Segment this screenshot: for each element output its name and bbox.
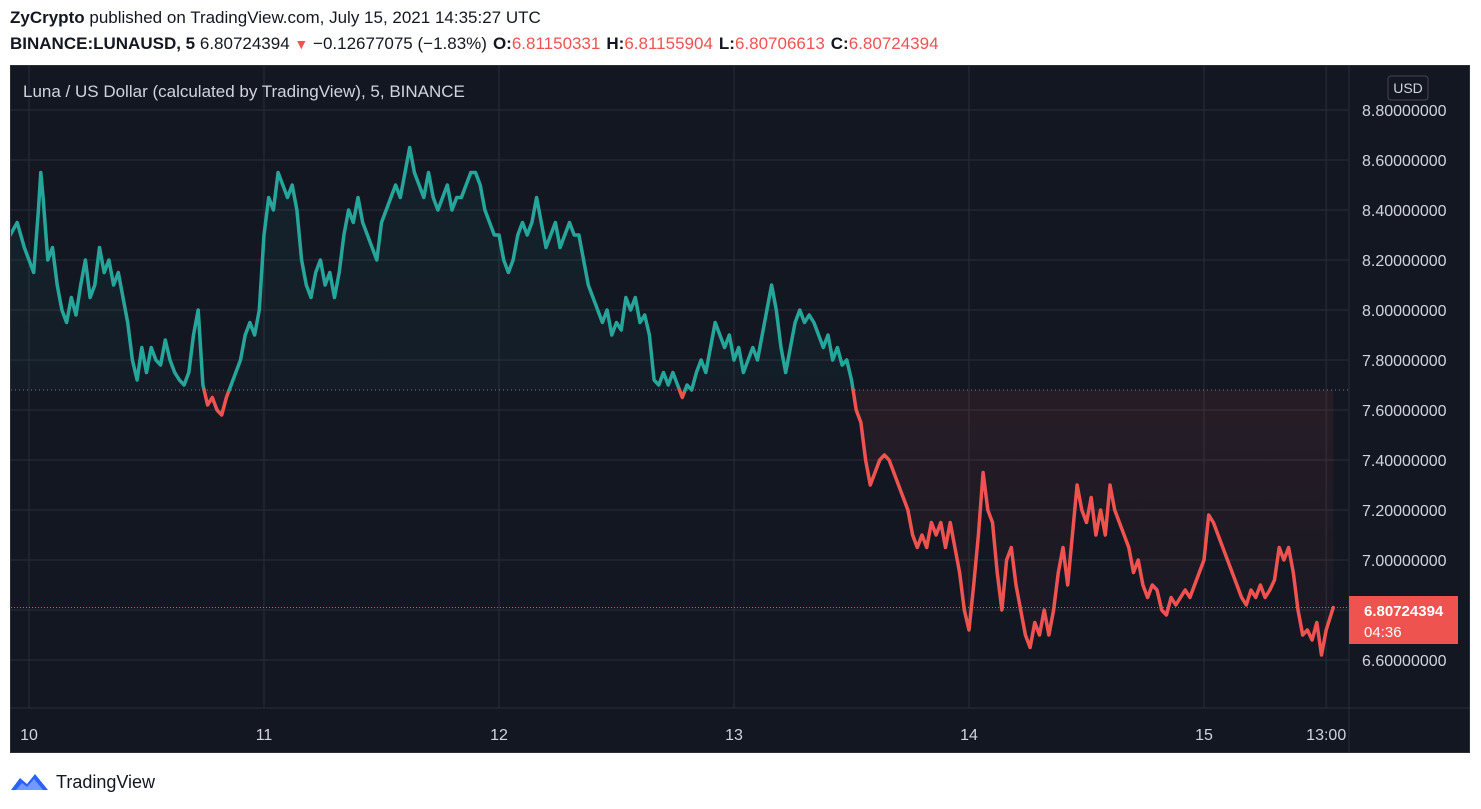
publication-line: ZyCrypto published on TradingView.com, J… xyxy=(10,8,541,28)
up-line-segment xyxy=(11,170,206,392)
y-tick-label: 6.60000000 xyxy=(1362,653,1447,670)
x-tick-label: 13:00 xyxy=(1306,727,1346,744)
down-line-segment xyxy=(851,388,1336,657)
price-line xyxy=(11,145,1336,657)
close-value: 6.80724394 xyxy=(848,34,939,53)
high-value: 6.81155904 xyxy=(624,34,713,53)
price-chart[interactable]: Luna / US Dollar (calculated by TradingV… xyxy=(11,66,1469,752)
author-name[interactable]: ZyCrypto xyxy=(10,8,85,27)
last-price-badge-value: 6.80724394 xyxy=(1364,603,1444,620)
open-label: O: xyxy=(492,34,512,53)
symbol-label[interactable]: BINANCE:LUNAUSD, 5 xyxy=(10,34,196,53)
tradingview-brand[interactable]: TradingView xyxy=(56,771,156,792)
x-tick-label: 11 xyxy=(256,727,273,744)
up-area-fill xyxy=(685,285,854,390)
x-tick-label: 14 xyxy=(960,727,978,744)
y-tick-label: 8.80000000 xyxy=(1362,103,1447,120)
x-tick-label: 12 xyxy=(490,727,508,744)
open-value: 6.81150331 xyxy=(511,34,601,53)
y-tick-label: 7.60000000 xyxy=(1362,403,1447,420)
up-area-fill xyxy=(11,172,205,390)
time-axis[interactable]: 10 11 12 13 14 15 13:00 xyxy=(20,727,1346,744)
last-price-badge xyxy=(1349,596,1458,644)
price-change: −0.12677075 (−1.83%) xyxy=(313,34,487,53)
published-text: published on TradingView.com, July 15, 2… xyxy=(89,8,541,27)
up-line-segment xyxy=(227,145,682,392)
down-triangle-icon: ▼ xyxy=(294,36,309,52)
countdown-timer: 04:36 xyxy=(1364,624,1402,641)
x-tick-label: 13 xyxy=(725,727,743,744)
x-tick-label: 10 xyxy=(20,727,38,744)
y-tick-label: 8.60000000 xyxy=(1362,153,1447,170)
up-line-segment xyxy=(683,283,855,392)
up-area-fill xyxy=(229,147,680,390)
x-tick-label: 15 xyxy=(1195,727,1213,744)
high-label: H: xyxy=(606,34,625,53)
y-tick-label: 7.20000000 xyxy=(1362,503,1447,520)
y-tick-label: 7.00000000 xyxy=(1362,553,1447,570)
low-label: L: xyxy=(718,34,735,53)
currency-label[interactable]: USD xyxy=(1393,80,1423,96)
y-tick-label: 8.40000000 xyxy=(1362,203,1447,220)
low-value: 6.80706613 xyxy=(734,34,825,53)
down-line-segment xyxy=(677,388,687,400)
currency-button[interactable] xyxy=(1387,75,1429,101)
symbol-info-line: BINANCE:LUNAUSD, 5 6.80724394 ▼ −0.12677… xyxy=(10,34,939,54)
y-tick-label: 7.80000000 xyxy=(1362,353,1447,370)
y-tick-label: 8.00000000 xyxy=(1362,303,1447,320)
chart-panel[interactable]: Luna / US Dollar (calculated by TradingV… xyxy=(10,65,1470,753)
y-tick-label: 7.40000000 xyxy=(1362,453,1447,470)
price-axis[interactable]: 8.80000000 8.60000000 8.40000000 8.20000000… xyxy=(1362,103,1447,670)
tradingview-logo-icon[interactable] xyxy=(10,770,50,794)
chart-title: Luna / US Dollar (calculated by TradingV… xyxy=(23,82,465,101)
footer: TradingView xyxy=(10,770,155,794)
last-price: 6.80724394 xyxy=(199,34,290,53)
close-label: C: xyxy=(830,34,849,53)
down-line-segment xyxy=(202,388,231,417)
y-tick-label: 8.20000000 xyxy=(1362,253,1447,270)
